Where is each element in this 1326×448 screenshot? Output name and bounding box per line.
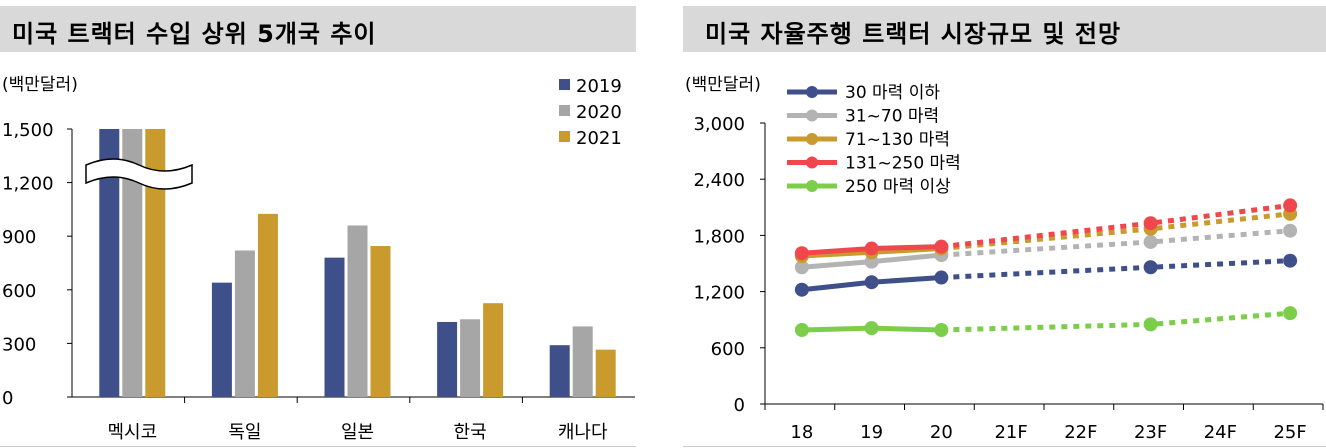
x-category-label: 24F bbox=[1204, 422, 1237, 443]
x-category-label: 25F bbox=[1273, 422, 1306, 443]
bar-2019-3 bbox=[437, 321, 458, 397]
legend-label-2021: 2021 bbox=[576, 128, 622, 149]
legend-marker-4 bbox=[806, 180, 818, 192]
data-point-4 bbox=[934, 323, 949, 338]
market-chart-unit: (백만달러) bbox=[685, 75, 761, 95]
legend-marker-2 bbox=[806, 133, 818, 145]
bar-2021-1 bbox=[257, 213, 278, 397]
y-tick-label: 300 bbox=[2, 334, 36, 355]
data-point-3 bbox=[1143, 216, 1158, 231]
y-tick-label: 1,200 bbox=[693, 283, 745, 304]
x-category-label: 19 bbox=[860, 422, 883, 443]
data-point-3 bbox=[864, 241, 879, 256]
import-chart-title-bar: 미국 트랙터 수입 상위 5개국 추이 bbox=[0, 6, 636, 52]
legend-label-0: 30 마력 이하 bbox=[845, 83, 940, 103]
axis-break-marker bbox=[85, 158, 193, 190]
bar-2020-2 bbox=[347, 225, 368, 397]
panel-bottom-rule bbox=[0, 446, 636, 447]
forecast-line-0 bbox=[941, 258, 1291, 281]
data-point-4 bbox=[794, 323, 809, 338]
import-chart-title: 미국 트랙터 수입 상위 5개국 추이 bbox=[12, 20, 377, 48]
forecast-line-3 bbox=[941, 202, 1291, 250]
bar-2019-4 bbox=[549, 345, 570, 397]
data-point-0 bbox=[1283, 253, 1298, 268]
legend-label-2019: 2019 bbox=[576, 76, 622, 97]
legend-label-2: 71~130 마력 bbox=[845, 130, 950, 150]
y-tick-label: 3,000 bbox=[693, 114, 745, 135]
forecast-line-4 bbox=[941, 310, 1291, 333]
y-tick-label: 1,800 bbox=[693, 226, 745, 247]
data-point-0 bbox=[864, 275, 879, 290]
forecast-line-2 bbox=[941, 211, 1291, 252]
legend-label-2020: 2020 bbox=[576, 102, 622, 123]
data-point-4 bbox=[1143, 317, 1158, 332]
bar-2020-1 bbox=[234, 250, 255, 397]
data-point-1 bbox=[794, 260, 809, 275]
bar-2021-2 bbox=[370, 246, 391, 397]
data-point-3 bbox=[1283, 198, 1298, 213]
legend-marker-3 bbox=[806, 156, 818, 169]
y-tick-label: 0 bbox=[734, 395, 745, 416]
legend-label-1: 31~70 마력 bbox=[845, 107, 939, 127]
data-point-0 bbox=[794, 282, 809, 297]
x-category-label: 22F bbox=[1064, 422, 1097, 443]
data-point-0 bbox=[1143, 260, 1158, 275]
legend-label-4: 250 마력 이상 bbox=[845, 177, 951, 197]
market-chart-title-bar: 미국 자율주행 트랙터 시장규모 및 전망 bbox=[683, 6, 1326, 52]
legend-swatch-2019 bbox=[559, 79, 570, 90]
market-line-chart: 0 600 1,200 1,800 2,400 3,000 18 19 20 21F 22F 23F 2… bbox=[693, 83, 1324, 443]
panel-bottom-rule bbox=[683, 446, 1326, 447]
legend-marker-1 bbox=[806, 109, 818, 122]
x-category-label: 23F bbox=[1134, 422, 1167, 443]
data-point-1 bbox=[1283, 223, 1298, 238]
legend-swatch-2020 bbox=[559, 105, 570, 116]
y-tick-label: 1,500 bbox=[2, 120, 54, 141]
bar-2019-1 bbox=[211, 282, 232, 397]
x-category-label: 한국 bbox=[454, 422, 487, 443]
y-tick-label: 600 bbox=[2, 281, 36, 302]
legend-label-3: 131~250 마력 bbox=[845, 154, 961, 174]
market-chart-title: 미국 자율주행 트랙터 시장규모 및 전망 bbox=[705, 20, 1122, 48]
import-bar-chart: 0 300 600 900 1,200 1,500 멕시코 독일 일본 한국 캐나다 2019 2020… bbox=[2, 76, 635, 443]
y-tick-label: 2,400 bbox=[693, 170, 745, 191]
bar-2021-0 bbox=[145, 129, 166, 397]
y-tick-label: 1,200 bbox=[2, 174, 54, 195]
legend-marker-0 bbox=[806, 86, 818, 98]
data-point-0 bbox=[934, 270, 949, 285]
data-point-4 bbox=[1283, 306, 1298, 321]
bar-2019-2 bbox=[324, 257, 345, 397]
data-point-4 bbox=[864, 321, 879, 336]
x-category-label: 캐나다 bbox=[558, 422, 608, 443]
bar-2019-0 bbox=[99, 129, 120, 397]
bar-2020-0 bbox=[122, 129, 143, 397]
market-chart-panel: 미국 자율주행 트랙터 시장규모 및 전망 (백만달러) 0 600 1,200 1,… bbox=[683, 0, 1326, 448]
data-point-1 bbox=[1143, 234, 1158, 249]
x-category-label: 멕시코 bbox=[107, 422, 157, 443]
x-category-label: 일본 bbox=[341, 422, 374, 443]
legend-swatch-2021 bbox=[559, 131, 570, 142]
x-category-label: 21F bbox=[994, 422, 1027, 443]
bar-2020-4 bbox=[572, 326, 593, 397]
bar-2021-3 bbox=[483, 303, 504, 397]
bar-2021-4 bbox=[595, 349, 616, 397]
data-point-3 bbox=[794, 246, 809, 261]
x-category-label: 독일 bbox=[228, 422, 261, 443]
x-category-label: 18 bbox=[790, 422, 813, 443]
bar-2020-3 bbox=[460, 319, 481, 397]
data-point-3 bbox=[934, 239, 949, 254]
y-tick-label: 600 bbox=[711, 339, 745, 360]
x-category-label: 20 bbox=[930, 422, 953, 443]
y-tick-label: 900 bbox=[2, 227, 36, 248]
import-chart-unit: (백만달러) bbox=[2, 75, 78, 95]
import-chart-panel: 미국 트랙터 수입 상위 5개국 추이 (백만달러) 0 300 600 900 1,2… bbox=[0, 0, 636, 448]
y-tick-label: 0 bbox=[2, 388, 13, 409]
